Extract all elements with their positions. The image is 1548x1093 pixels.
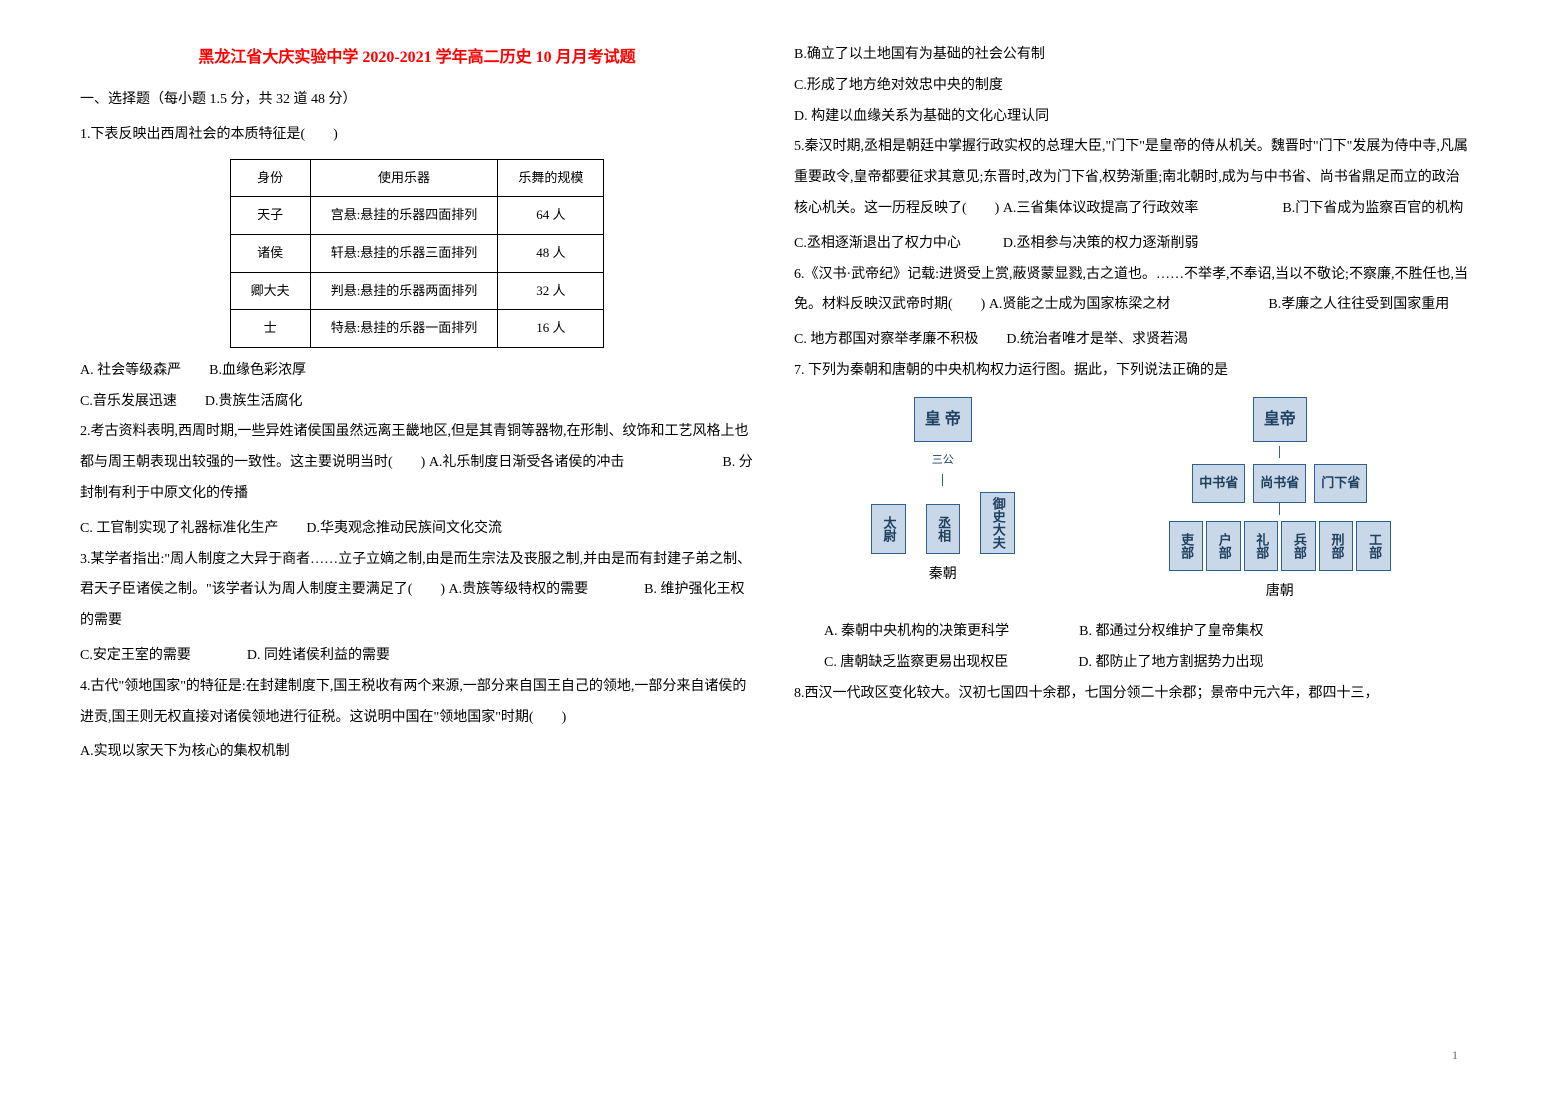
tang-zhongshu: 中书省: [1192, 464, 1245, 503]
tang-gong: 工部: [1356, 521, 1391, 571]
qin-label: 秦朝: [929, 560, 957, 591]
q7-stem: 7. 下列为秦朝和唐朝的中央机构权力运行图。据此，下列说法正确的是: [794, 356, 1468, 387]
qin-yushi: 御史大夫: [980, 492, 1015, 554]
qin-chengxiang: 丞相: [926, 504, 961, 554]
tang-li: 吏部: [1169, 521, 1204, 571]
q7-optAB: A. 秦朝中央机构的决策更科学 B. 都通过分权维护了皇帝集权: [794, 617, 1468, 648]
tang-xing: 刑部: [1319, 521, 1354, 571]
q1-optAB: A. 社会等级森严 B.血缘色彩浓厚: [80, 356, 754, 387]
r3c0: 士: [230, 310, 310, 348]
r2c0: 卿大夫: [230, 272, 310, 310]
qin-diagram: 皇 帝 三公 太尉 丞相 御史大夫 秦朝: [871, 397, 1015, 591]
tang-hu: 户部: [1206, 521, 1241, 571]
r1c1: 轩悬:悬挂的乐器三面排列: [310, 234, 498, 272]
r0c1: 宫悬:悬挂的乐器四面排列: [310, 197, 498, 235]
r0c0: 天子: [230, 197, 310, 235]
q5-stem: 5.秦汉时期,丞相是朝廷中掌握行政实权的总理大臣,"门下"是皇帝的侍从机关。魏晋…: [794, 132, 1468, 224]
qin-line: [942, 474, 943, 486]
q2-optCD: C. 工官制实现了礼器标准化生产 D.华夷观念推动民族间文化交流: [80, 514, 754, 545]
r3c2: 16 人: [498, 310, 604, 348]
tang-menxia: 门下省: [1314, 464, 1367, 503]
q8-stem: 8.西汉一代政区变化较大。汉初七国四十余郡，七国分领二十余郡；景帝中元六年，郡四…: [794, 679, 1468, 710]
r2c1: 判悬:悬挂的乐器两面排列: [310, 272, 498, 310]
qin-taiwei: 太尉: [871, 504, 906, 554]
q6-optCD: C. 地方郡国对察举孝廉不积极 D.统治者唯才是举、求贤若渴: [794, 325, 1468, 356]
q3-stem: 3.某学者指出:"周人制度之大异于商者……立子立嫡之制,由是而生宗法及丧服之制,…: [80, 545, 754, 637]
th2: 乐舞的规模: [498, 159, 604, 197]
th1: 使用乐器: [310, 159, 498, 197]
page-number: 1: [1452, 1048, 1458, 1063]
tang-emperor: 皇帝: [1253, 397, 1307, 442]
tang-line2: [1279, 503, 1280, 515]
r3c1: 特悬:悬挂的乐器一面排列: [310, 310, 498, 348]
q5-optCD: C.丞相逐渐退出了权力中心 D.丞相参与决策的权力逐渐削弱: [794, 229, 1468, 260]
q4-optB: B.确立了以土地国有为基础的社会公有制: [794, 40, 1468, 71]
tang-bing: 兵部: [1281, 521, 1316, 571]
tang-shangshu: 尚书省: [1253, 464, 1306, 503]
q2-stem: 2.考古资料表明,西周时期,一些异姓诸侯国虽然远离王畿地区,但是其青铜等器物,在…: [80, 417, 754, 509]
q1-table: 身份 使用乐器 乐舞的规模 天子 宫悬:悬挂的乐器四面排列 64 人 诸侯 轩悬…: [230, 159, 605, 348]
q7-optCD: C. 唐朝缺乏监察更易出现权臣 D. 都防止了地方割据势力出现: [794, 648, 1468, 679]
tang-line1: [1279, 446, 1280, 458]
section-header: 一、选择题（每小题 1.5 分，共 32 道 48 分）: [80, 85, 754, 116]
tang-label: 唐朝: [1266, 577, 1294, 608]
q3-optCD: C.安定王室的需要 D. 同姓诸侯利益的需要: [80, 641, 754, 672]
q4-optA: A.实现以家天下为核心的集权机制: [80, 737, 754, 768]
tang-diagram: 皇帝 中书省 尚书省 门下省 吏部 户部 礼部 兵部 刑部 工部 唐朝: [1169, 397, 1392, 608]
r1c2: 48 人: [498, 234, 604, 272]
th0: 身份: [230, 159, 310, 197]
exam-title: 黑龙江省大庆实验中学 2020-2021 学年高二历史 10 月月考试题: [80, 40, 754, 75]
sangong-label: 三公: [932, 448, 954, 472]
qin-emperor: 皇 帝: [914, 397, 972, 442]
q1-optCD: C.音乐发展迅速 D.贵族生活腐化: [80, 387, 754, 418]
r2c2: 32 人: [498, 272, 604, 310]
q1-stem: 1.下表反映出西周社会的本质特征是( ): [80, 120, 754, 151]
q4-optD: D. 构建以血缘关系为基础的文化心理认同: [794, 102, 1468, 133]
q4-optC: C.形成了地方绝对效忠中央的制度: [794, 71, 1468, 102]
q4-stem: 4.古代"领地国家"的特征是:在封建制度下,国王税收有两个来源,一部分来自国王自…: [80, 672, 754, 734]
q7-diagram: 皇 帝 三公 太尉 丞相 御史大夫 秦朝 皇帝 中书省 尚书省 门下省: [794, 397, 1468, 608]
r0c2: 64 人: [498, 197, 604, 235]
q6-stem: 6.《汉书·武帝纪》记载:进贤受上赏,蔽贤蒙显戮,古之道也。……不举孝,不奉诏,…: [794, 260, 1468, 322]
tang-libu: 礼部: [1244, 521, 1279, 571]
r1c0: 诸侯: [230, 234, 310, 272]
